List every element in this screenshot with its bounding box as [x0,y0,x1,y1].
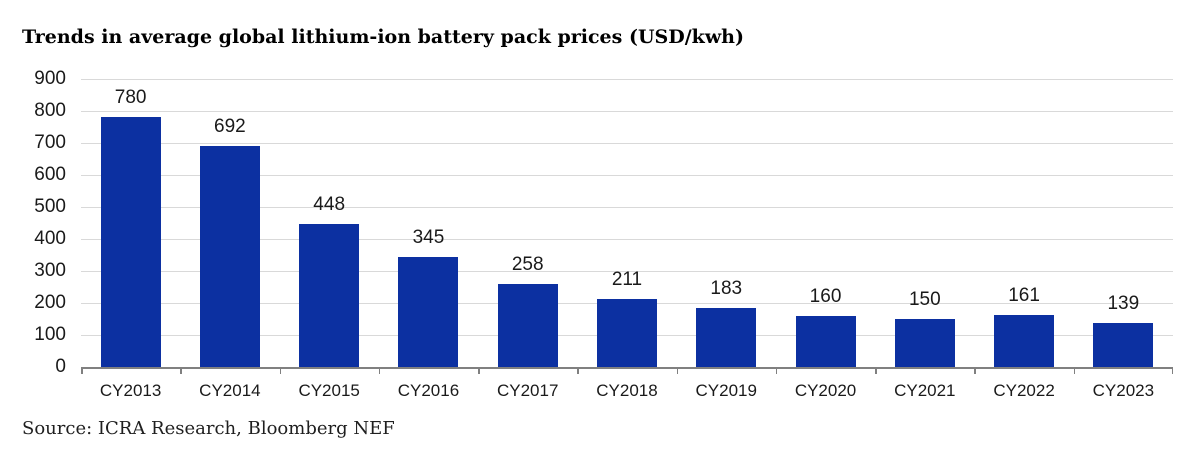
bar-cy2020 [795,315,856,367]
bar-cy2016 [398,256,459,367]
bar-value-label: 161 [1008,285,1040,307]
category-label: CY2013 [99,381,162,400]
bar-cy2018 [596,299,657,367]
category-label: CY2018 [596,381,658,400]
bar-cy2019 [696,308,757,367]
gridline-600 [81,175,1173,176]
source-note: Source: ICRA Research, Bloomberg NEF [22,418,395,439]
y-tick-label: 300 [34,260,66,281]
y-tick-label: 200 [34,292,66,313]
category-label: CY2017 [496,381,559,400]
bar-value-label: 258 [511,254,544,276]
bar-column-cy2014: 692 CY2014 [180,79,279,400]
gridline-300 [81,271,1173,272]
axis-tick [1073,369,1076,374]
bar-column-cy2020: 160 CY2020 [776,79,875,400]
category-label: CY2023 [1092,381,1155,400]
axis-tick [974,369,976,374]
bar-value-label: 780 [114,87,147,109]
category-label: CY2020 [794,381,857,400]
plot-area: 780 CY2013 692 CY2014 448 CY2015 345 CY2016 258 C… [81,79,1173,401]
y-tick-label: 800 [34,100,66,121]
axis-tick [875,369,877,374]
bar-cy2014 [199,145,260,367]
bar-cy2013 [100,117,161,367]
gridline-400 [81,239,1173,240]
bar-value-label: 211 [611,269,643,291]
axis-tick [577,369,579,374]
chart-title: Trends in average global lithium-ion bat… [22,26,744,48]
bar-column-cy2016: 345 CY2016 [379,79,478,400]
gridline-800 [81,111,1173,112]
y-tick-label: 0 [55,356,66,377]
category-label: CY2014 [199,381,261,400]
category-label: CY2022 [993,381,1055,400]
bar-value-label: 345 [412,226,445,248]
axis-tick [279,369,282,374]
gridline-900 [81,79,1173,80]
axis-tick [478,369,480,374]
category-label: CY2016 [397,381,460,400]
bar-value-label: 160 [809,285,842,307]
axis-tick [1171,369,1173,374]
bar-cy2017 [497,284,558,367]
category-label: CY2019 [695,381,757,400]
bar-cy2021 [894,319,955,367]
bar-column-cy2017: 258 CY2017 [478,79,577,400]
y-tick-label: 600 [34,164,66,185]
bar-column-cy2013: 780 CY2013 [81,79,180,400]
bar-cy2015 [299,223,360,367]
bar-value-label: 448 [313,193,346,215]
bar-column-cy2019: 183 CY2019 [677,79,776,400]
category-label: CY2015 [298,381,360,400]
y-tick-label: 500 [34,196,66,217]
bar-cy2022 [994,315,1055,367]
bar-cy2023 [1093,322,1154,367]
axis-tick [378,369,381,374]
bar-column-cy2023: 139 CY2023 [1074,79,1173,400]
bar-column-cy2015: 448 CY2015 [280,79,379,400]
axis-tick [81,369,83,374]
bar-value-label: 183 [710,278,743,300]
bar-value-label: 139 [1107,292,1140,314]
bar-column-cy2018: 211 CY2018 [577,79,676,400]
axis-tick [180,369,182,374]
gridline-700 [81,143,1173,144]
bar-column-cy2022: 161 CY2022 [974,79,1073,400]
category-label: CY2021 [894,381,956,400]
y-tick-label: 100 [34,324,66,345]
bar-column-cy2021: 150 CY2021 [875,79,974,401]
axis-tick [676,369,679,374]
y-tick-label: 900 [34,68,66,89]
gridline-500 [81,207,1173,208]
bar-value-label: 150 [908,289,941,310]
y-tick-label: 400 [34,228,66,249]
bar-value-label: 692 [214,115,246,137]
axis-tick [775,369,778,374]
y-tick-label: 700 [34,132,66,153]
